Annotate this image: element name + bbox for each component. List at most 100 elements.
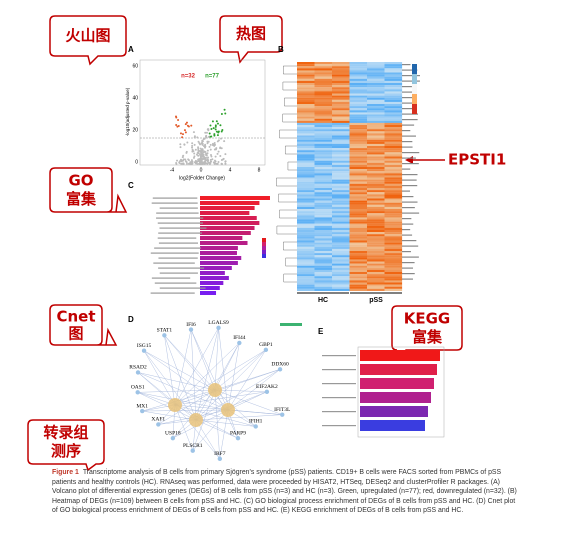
heat-cell [314,108,333,111]
heat-cell [297,232,315,235]
heat-cell [332,206,350,210]
go-bar [200,201,260,205]
heat-cell [384,80,403,84]
heat-cell [297,169,315,172]
heat-cell [332,215,350,218]
edge [219,409,229,459]
gene-label: IFIT3L [274,407,291,413]
heat-cell [314,80,333,84]
panel-label: C [128,181,134,190]
heat-cell [367,257,385,260]
edge [174,404,256,427]
heat-cell [332,167,350,170]
row-label [402,223,414,225]
heat-cell [384,152,403,155]
heat-cell [349,204,368,207]
heat-cell [384,225,403,228]
heat-cell [349,261,368,264]
kegg-bar [360,406,428,417]
row-label [402,163,419,165]
heat-cell [367,72,385,75]
heat-cell [332,261,350,264]
dot [213,159,216,162]
heat-cell [332,93,350,96]
heat-cell [384,238,403,241]
heat-cell [314,211,333,214]
heat-cell [349,64,368,67]
heat-cell [332,230,350,233]
heat-cell [384,188,403,191]
heat-cell [314,66,333,69]
dot [212,127,215,130]
dot [190,159,193,162]
heat-cell [349,110,368,113]
dot [191,162,194,165]
heat-cell [314,238,333,241]
heat-cell [384,190,403,193]
x-tick-label: -4 [170,167,175,173]
heat-cell [367,267,385,270]
gene-label: GBP1 [259,342,273,348]
heat-cell [384,234,403,237]
heat-cell [384,274,403,277]
row-label [402,75,420,77]
heat-cell [367,118,385,121]
heat-cell [332,135,350,138]
heat-cell [349,190,368,193]
heat-cell [367,137,385,140]
dot [197,147,200,150]
row-label [402,229,411,231]
gene-label: DDX60 [271,362,289,368]
heat-cell [332,74,350,77]
heat-cell [367,194,385,197]
heat-cell [349,217,368,220]
heat-cell [314,122,333,126]
heat-cell [349,183,368,186]
heat-cell [314,152,333,155]
heat-cell [332,219,350,222]
heat-cell [384,265,403,268]
heat-cell [332,276,350,279]
gene-label: USP18 [165,430,181,436]
heat-cell [314,64,333,67]
heat-cell [367,160,385,163]
heat-cell [349,202,368,205]
heat-cell [349,135,368,138]
heat-cell [367,227,385,231]
heat-cell [349,80,368,84]
heat-cell [297,95,315,98]
heat-cell [297,62,315,65]
dot [190,124,193,127]
heat-cell [367,236,385,239]
heat-cell [367,154,385,157]
heat-cell [297,164,315,168]
heat-cell [297,129,315,132]
kegg-bar [360,420,425,431]
heat-cell [349,122,368,126]
heat-cell [297,194,315,197]
heat-cell [384,148,403,151]
go-bar [200,196,270,200]
heat-cell [297,204,315,207]
heat-cell [332,110,350,113]
heat-cell [384,114,403,117]
heat-cell [297,160,315,163]
edge [195,342,240,421]
heat-cell [297,112,315,115]
heat-cell [297,240,315,243]
heat-cell [367,91,385,94]
heat-cell [349,272,368,275]
kegg-bar [360,350,440,361]
callout-text: GO [68,172,93,190]
heat-cell [349,259,368,262]
dot [213,133,216,136]
row-label [402,212,420,214]
gene-label: EIF2AK2 [256,384,278,390]
go-term [159,287,206,289]
dot [183,129,186,132]
heat-cell [384,185,403,189]
heat-cell [367,253,385,256]
heat-cell [297,225,315,228]
heat-cell [349,223,368,226]
heat-cell [314,192,333,195]
